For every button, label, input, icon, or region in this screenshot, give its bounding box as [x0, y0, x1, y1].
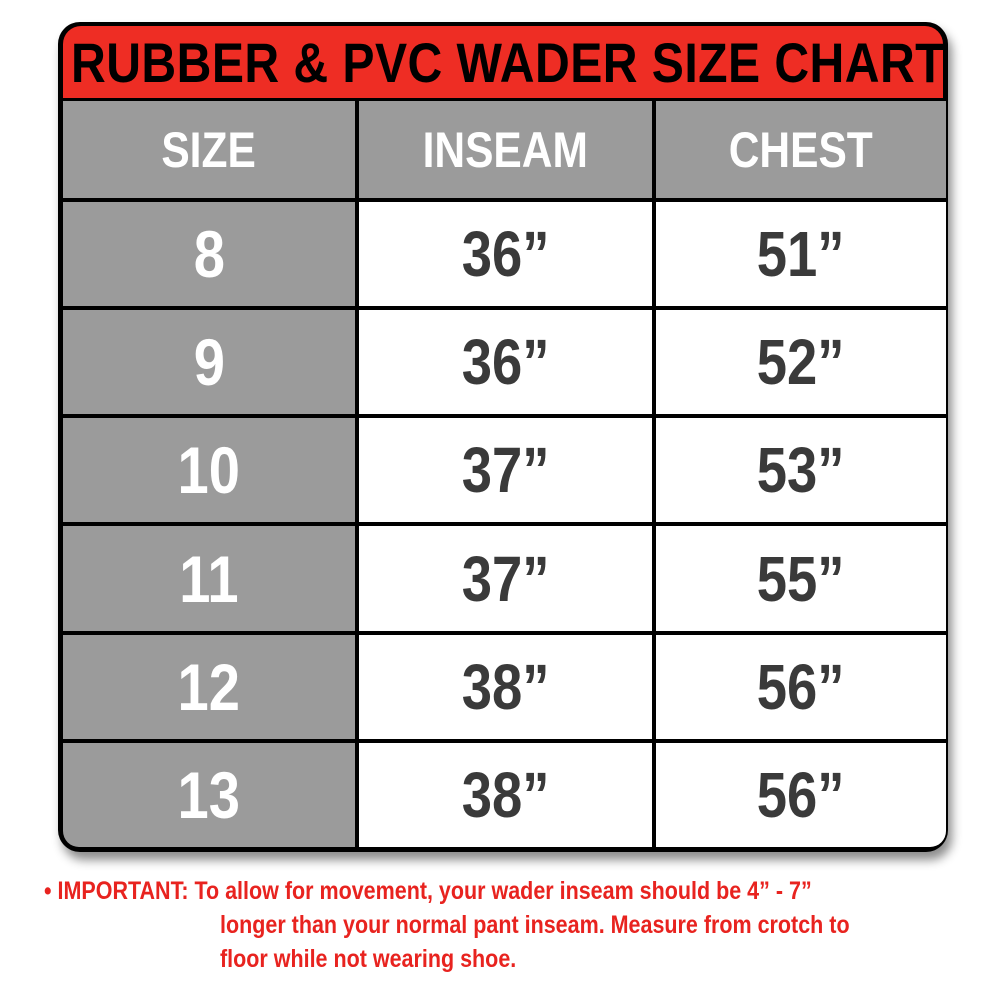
cell-inseam: 37” [359, 526, 652, 631]
chart-title-bar: RUBBER & PVC WADER SIZE CHART [63, 26, 946, 98]
note-line-3: floor while not wearing shoe. [220, 945, 517, 973]
cell-inseam: 37” [359, 418, 652, 523]
size-chart: RUBBER & PVC WADER SIZE CHART SIZE INSEA… [58, 22, 948, 852]
inseam-value: 37” [461, 542, 550, 615]
cell-chest: 56” [656, 634, 946, 739]
note-line-1: • IMPORTANT: To allow for movement, your… [44, 877, 812, 905]
cell-chest: 53” [656, 418, 946, 523]
cell-size: 9 [63, 310, 355, 415]
cell-size: 13 [63, 742, 355, 847]
size-value: 9 [193, 325, 225, 400]
chest-value: 53” [757, 434, 845, 507]
note-line-2: longer than your normal pant inseam. Mea… [220, 911, 850, 939]
chest-value: 51” [757, 218, 845, 291]
cell-size: 10 [63, 418, 355, 523]
chest-value: 56” [757, 650, 845, 723]
chest-value: 52” [757, 326, 845, 399]
cell-size: 11 [63, 526, 355, 631]
cell-size: 12 [63, 634, 355, 739]
inseam-value: 38” [461, 758, 550, 831]
cell-inseam: 38” [359, 634, 652, 739]
header-size: SIZE [63, 101, 355, 198]
inseam-value: 37” [461, 434, 550, 507]
cell-chest: 55” [656, 526, 946, 631]
cell-chest: 52” [656, 310, 946, 415]
inseam-value: 36” [461, 218, 550, 291]
chest-value: 56” [757, 758, 845, 831]
header-inseam: INSEAM [359, 101, 652, 198]
inseam-value: 38” [461, 650, 550, 723]
size-value: 10 [177, 433, 241, 508]
size-table: SIZE INSEAM CHEST 8 36” 51” 9 36” 52” 10 37” 53”… [63, 101, 946, 847]
cell-inseam: 36” [359, 202, 652, 307]
cell-size: 8 [63, 202, 355, 307]
cell-chest: 51” [656, 202, 946, 307]
size-value: 13 [177, 757, 241, 832]
cell-chest: 56” [656, 742, 946, 847]
size-value: 12 [177, 649, 241, 724]
header-chest: CHEST [656, 101, 946, 198]
cell-inseam: 38” [359, 742, 652, 847]
size-value: 8 [193, 217, 225, 292]
size-value: 11 [179, 541, 239, 616]
chest-value: 55” [757, 542, 845, 615]
chart-title: RUBBER & PVC WADER SIZE CHART [71, 31, 946, 94]
cell-inseam: 36” [359, 310, 652, 415]
inseam-value: 36” [461, 326, 550, 399]
